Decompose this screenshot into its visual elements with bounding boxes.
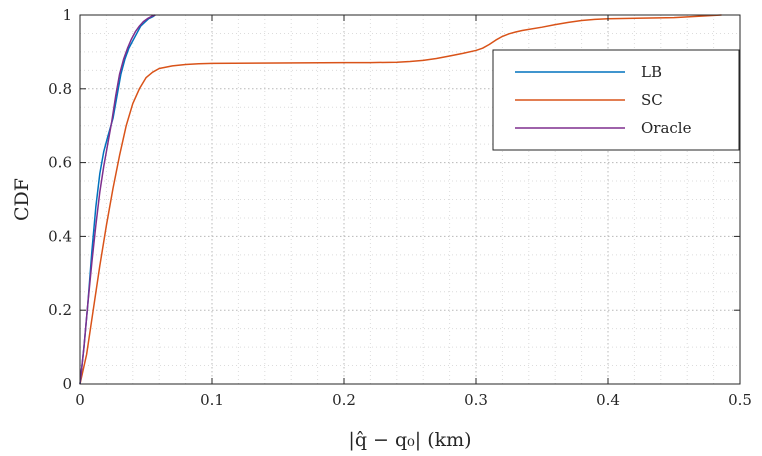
legend-label-sc: SC	[641, 91, 663, 109]
y-tick-label: 1	[62, 6, 72, 24]
series-line-sc	[79, 14, 722, 385]
plot-frame	[79, 14, 741, 385]
x-tick-label: 0.2	[332, 391, 356, 409]
y-tick-label: 0	[62, 375, 72, 393]
x-axis-label: |q̂ − q₀| (km)	[348, 429, 471, 451]
y-tick-label: 0.4	[48, 227, 72, 245]
legend: LB SC Oracle	[492, 49, 740, 151]
legend-label-oracle: Oracle	[641, 119, 692, 137]
axis-ticks: 0 0.1 0.2 0.3 0.4 0.5 0 0.2 0.4 0.6 0.8 1	[48, 6, 752, 409]
y-tick-label: 0.8	[48, 80, 72, 98]
x-tick-label: 0.3	[464, 391, 488, 409]
x-tick-label: 0.1	[200, 391, 224, 409]
x-tick-label: 0.4	[596, 391, 620, 409]
grid	[80, 15, 740, 384]
series-line-lb	[79, 14, 156, 385]
series-lines	[79, 14, 722, 385]
x-tick-label: 0	[75, 391, 85, 409]
legend-label-lb: LB	[641, 63, 662, 81]
y-tick-label: 0.2	[48, 301, 72, 319]
y-tick-label: 0.6	[48, 154, 72, 172]
y-axis-label: CDF	[11, 178, 33, 221]
x-tick-label: 0.5	[728, 391, 752, 409]
series-line-oracle	[79, 14, 156, 385]
